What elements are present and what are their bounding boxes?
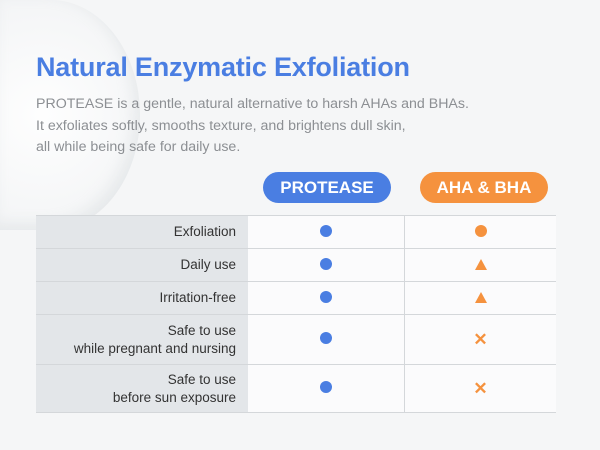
comparison-table: Exfoliation Daily use Irritation-free Safe … xyxy=(36,215,556,413)
description-line: PROTEASE is a gentle, natural alternativ… xyxy=(36,96,469,112)
row-label: Daily use xyxy=(36,248,248,282)
row-label: Safe to use before sun exposure xyxy=(36,364,248,413)
table-row: Irritation-free xyxy=(36,281,556,315)
circle-icon xyxy=(320,257,332,270)
decorative-bubble xyxy=(0,0,140,230)
row-label: Safe to use while pregnant and nursing xyxy=(36,314,248,365)
row-label-line: Daily use xyxy=(180,257,236,272)
table-row: Safe to use before sun exposure ✕ xyxy=(36,364,556,413)
cross-icon: ✕ xyxy=(473,329,488,349)
circle-icon xyxy=(320,332,332,344)
aha_bha-cell xyxy=(404,281,556,315)
row-label: Irritation-free xyxy=(36,281,248,315)
circle-icon xyxy=(320,224,332,237)
circle-icon xyxy=(320,290,332,303)
row-label-line: Safe to use xyxy=(167,371,236,387)
aha_bha-cell: ✕ xyxy=(404,364,556,413)
row-label-line: before sun exposure xyxy=(112,389,236,405)
circle-icon xyxy=(320,381,332,393)
column-header-aha-bha: AHA & BHA xyxy=(420,172,548,203)
protease-cell xyxy=(248,281,405,315)
aha_bha-cell xyxy=(404,215,556,249)
description: PROTEASE is a gentle, natural alternativ… xyxy=(36,94,566,159)
protease-cell xyxy=(248,364,405,413)
row-label-line: Irritation-free xyxy=(159,290,236,305)
cross-icon: ✕ xyxy=(473,378,488,398)
protease-cell xyxy=(248,215,405,249)
protease-cell xyxy=(248,248,405,282)
description-line: It exfoliates softly, smooths texture, a… xyxy=(36,117,406,134)
row-label-line: while pregnant and nursing xyxy=(73,340,236,356)
aha_bha-cell xyxy=(404,248,556,282)
triangle-icon xyxy=(474,258,487,270)
row-label-line: Exfoliation xyxy=(173,224,236,239)
aha_bha-cell: ✕ xyxy=(404,314,556,365)
table-row: Daily use xyxy=(36,248,556,282)
protease-cell xyxy=(248,314,405,365)
page-title: Natural Enzymatic Exfoliation xyxy=(36,52,410,82)
triangle-icon xyxy=(474,291,487,303)
table-row: Exfoliation xyxy=(36,215,556,249)
row-label: Exfoliation xyxy=(36,215,248,249)
column-header-protease: PROTEASE xyxy=(263,172,391,203)
circle-icon xyxy=(474,224,487,237)
table-row: Safe to use while pregnant and nursing ✕ xyxy=(36,314,556,365)
row-label-line: Safe to use xyxy=(167,322,236,338)
description-line: all while being safe for daily use. xyxy=(36,139,241,155)
